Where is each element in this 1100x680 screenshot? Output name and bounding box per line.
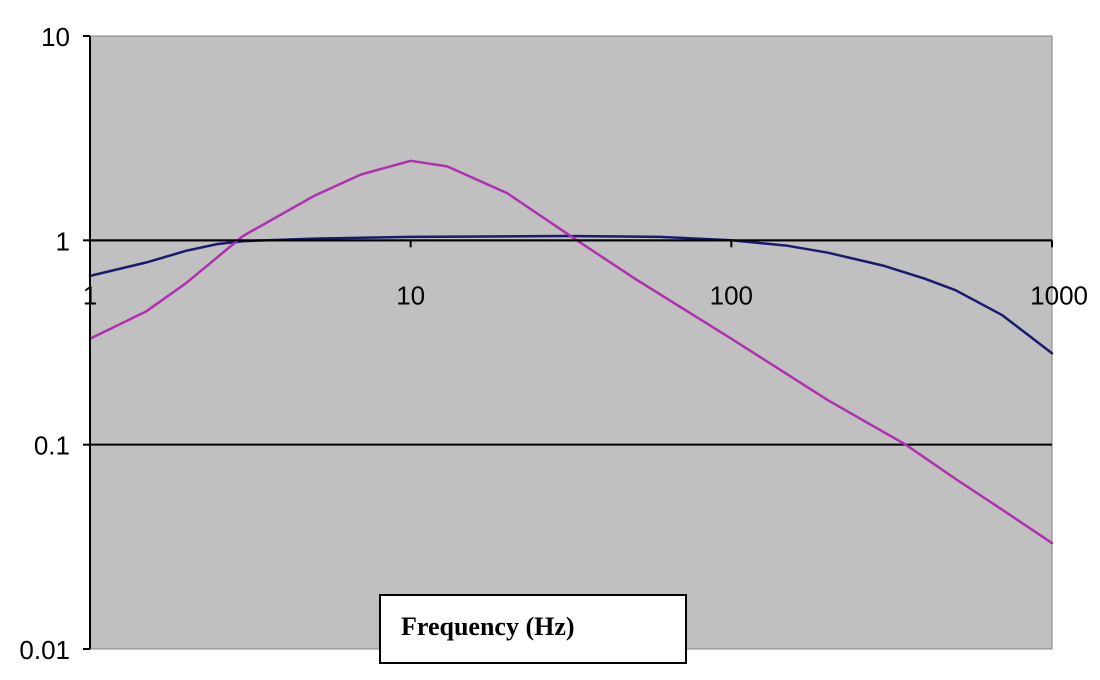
plot-area — [89, 35, 1053, 650]
x-tick-label-1: 10 — [396, 280, 425, 310]
y-tick-label-1: 1 — [56, 226, 70, 256]
y-tick-label-3: 0.01 — [19, 635, 70, 665]
x-tick-label-2: 100 — [710, 280, 753, 310]
y-tick-label-0: 10 — [41, 22, 70, 52]
series-line-1 — [88, 234, 1054, 355]
x-tick-label-0: 1 — [83, 280, 97, 310]
series-line-2 — [88, 159, 1054, 545]
y-tick-label-2: 0.1 — [34, 431, 70, 461]
x-axis-label: Frequency (Hz) — [401, 612, 575, 641]
x-tick-label-3: 1000 — [1030, 280, 1088, 310]
x-axis-label-box: Frequency (Hz) — [379, 594, 687, 664]
